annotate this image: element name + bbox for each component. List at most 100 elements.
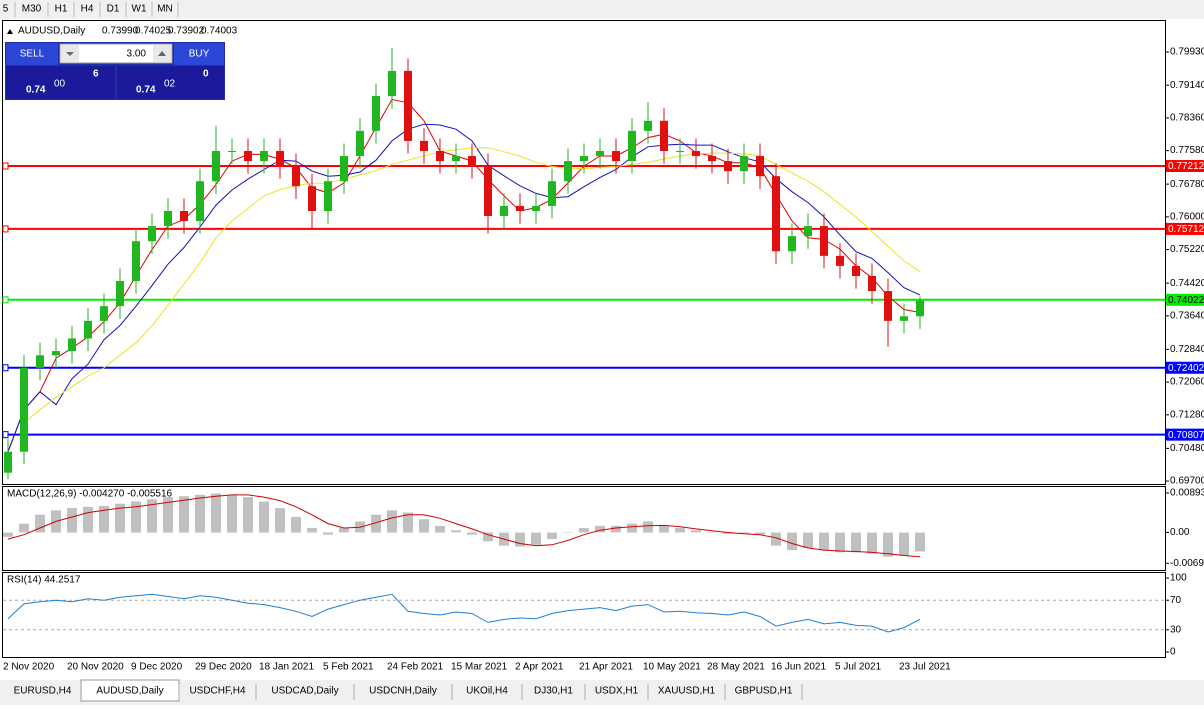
collapse-icon[interactable] (7, 29, 13, 34)
bid-pips: 00 (54, 79, 66, 90)
tab[interactable]: UKOil,H4 (466, 686, 508, 697)
macd-bar (227, 494, 237, 533)
candle-body (788, 236, 796, 252)
timeframe[interactable]: MN (157, 4, 173, 15)
x-tick-label: 18 Jan 2021 (259, 662, 314, 673)
macd-bar (307, 528, 317, 533)
ask-frac: 0 (203, 69, 209, 80)
candle-body (4, 451, 12, 473)
macd-bar (259, 501, 269, 533)
tab[interactable]: AUDUSD,Daily (96, 686, 163, 697)
candle-body (916, 300, 924, 317)
macd-bar (35, 514, 45, 533)
candle-body (724, 161, 732, 172)
macd-bar (739, 532, 749, 534)
candle-body (116, 281, 124, 307)
tab[interactable]: EURUSD,H4 (14, 686, 72, 697)
macd-bar (131, 501, 141, 533)
macd-bar (147, 499, 157, 533)
timeframe[interactable]: H4 (81, 4, 94, 15)
candle-body (820, 226, 828, 256)
y-tick-label: 0.76780 (1170, 179, 1204, 190)
candle-body (708, 156, 716, 162)
macd-bar (67, 508, 77, 533)
candle-body (468, 156, 476, 167)
tab[interactable]: USDCNH,Daily (369, 686, 437, 697)
candle-body (148, 226, 156, 242)
rsi-line (7, 593, 921, 633)
tab[interactable]: XAUUSD,H1 (658, 686, 716, 697)
tab[interactable]: USDCAD,Daily (271, 686, 338, 697)
timeframe[interactable]: M30 (22, 4, 42, 15)
plots: 0.79930 0.79140 0.78360 0.77580 0.76780 0.760… (2, 47, 1204, 673)
tab[interactable]: DJ30,H1 (534, 686, 573, 697)
sell-label[interactable]: SELL (20, 49, 45, 60)
x-tick-label: 24 Feb 2021 (387, 662, 444, 673)
timeframe[interactable]: D1 (107, 4, 120, 15)
buy-label[interactable]: BUY (189, 49, 210, 60)
macd-bar (531, 532, 541, 545)
tab[interactable]: USDX,H1 (595, 686, 639, 697)
ask-pips: 02 (164, 79, 176, 90)
macd-bar (835, 532, 845, 553)
ask-box[interactable] (117, 66, 224, 99)
level-handle (2, 296, 9, 304)
y-tick-label: 30 (1170, 624, 1182, 635)
timeframe[interactable]: H1 (55, 4, 68, 15)
macd-bar (467, 532, 477, 535)
candle-body (36, 355, 44, 368)
x-tick-label: 29 Dec 2020 (195, 662, 252, 673)
level-handle (2, 225, 9, 233)
y-tick-label: 0 (1170, 647, 1176, 658)
macd-bar (435, 525, 445, 533)
timeframe[interactable]: W1 (132, 4, 147, 15)
candle-body (484, 166, 492, 217)
sell-button[interactable] (6, 43, 58, 65)
candle-body (100, 306, 108, 321)
timeframe[interactable]: 5 (3, 4, 9, 15)
macd-bar (19, 523, 29, 533)
candle-body (564, 161, 572, 182)
y-tick-label: 100 (1170, 573, 1187, 584)
x-tick-label: 28 May 2021 (707, 662, 765, 673)
macd-bar (867, 532, 877, 554)
macd-bar (691, 530, 701, 533)
x-tick-label: 16 Jun 2021 (771, 662, 826, 673)
candle-body (676, 151, 684, 153)
x-tick-label: 2 Nov 2020 (3, 662, 55, 673)
tab[interactable]: USDCHF,H4 (189, 686, 246, 697)
ohlc-value: 0.73902 (168, 26, 205, 37)
macd-bar (163, 497, 173, 533)
buy-button[interactable] (174, 43, 224, 65)
bid-box[interactable] (6, 66, 115, 99)
y-tick-label: 0.00 (1170, 527, 1190, 538)
candle-body (68, 338, 76, 352)
moving-average (7, 98, 921, 452)
lots-value[interactable]: 3.00 (127, 49, 147, 60)
macd-bar (195, 494, 205, 533)
candle-body (628, 130, 636, 162)
candle-body (692, 151, 700, 157)
candle-body (84, 320, 92, 339)
macd-bar (659, 525, 669, 533)
macd-bar (883, 532, 893, 557)
trade-panel: SELL 3.00 BUY 0.74 00 6 0.74 02 0 (5, 42, 225, 100)
level-tag (1166, 222, 1204, 235)
moving-average (7, 123, 921, 452)
candle-body (612, 151, 620, 162)
macd-bar (755, 532, 765, 535)
tab[interactable]: GBPUSD,H1 (735, 686, 793, 697)
candle-body (452, 156, 460, 162)
y-tick-label: -0.00697 (1170, 558, 1204, 569)
lots-input[interactable] (59, 43, 173, 64)
candle-body (52, 351, 60, 356)
level-tag (1166, 160, 1204, 173)
candle-body (292, 166, 300, 187)
candle-body (596, 151, 604, 157)
level-label: 0.74022 (1168, 295, 1204, 306)
candle-body (260, 151, 268, 162)
x-tick-label: 2 Apr 2021 (515, 662, 564, 673)
level-label: 0.77212 (1168, 161, 1204, 172)
macd-bar (627, 523, 637, 533)
